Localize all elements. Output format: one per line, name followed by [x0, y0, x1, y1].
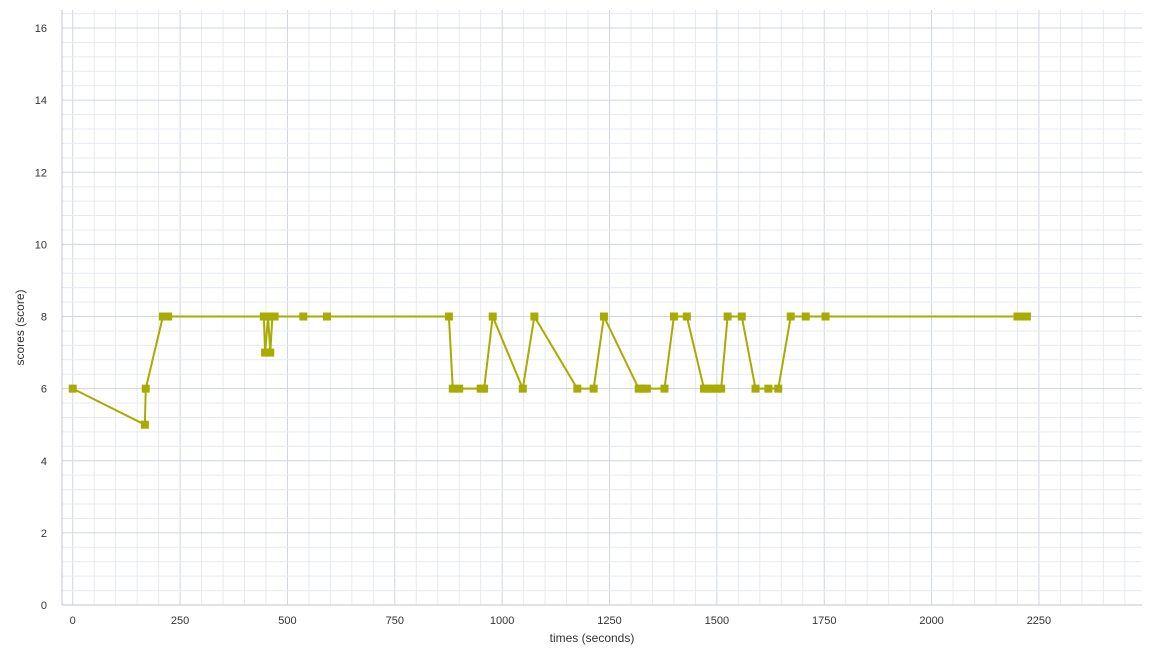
x-tick-label: 250 [171, 615, 189, 627]
tick-labels: 0 250 500 750 1000 1250 1500 1750 2000 2250 0 2 4 6 8 1… [35, 23, 1051, 627]
data-point[interactable] [764, 384, 773, 393]
data-point[interactable] [669, 312, 678, 321]
data-point[interactable] [299, 312, 308, 321]
data-point[interactable] [821, 312, 830, 321]
x-tick-label: 1000 [490, 615, 514, 627]
data-point[interactable] [573, 384, 582, 393]
x-tick-label: 1500 [705, 615, 729, 627]
data-point[interactable] [682, 312, 691, 321]
data-point[interactable] [786, 312, 795, 321]
data-point[interactable] [599, 312, 608, 321]
data-point[interactable] [751, 384, 760, 393]
y-tick-label: 4 [41, 456, 47, 468]
data-point[interactable] [801, 312, 810, 321]
data-point[interactable] [158, 312, 167, 321]
data-point[interactable] [444, 312, 453, 321]
series-line [72, 315, 1027, 426]
data-point[interactable] [1013, 312, 1022, 321]
data-point[interactable] [712, 384, 721, 393]
data-point[interactable] [717, 384, 726, 393]
data-point[interactable] [448, 384, 457, 393]
y-tick-label: 2 [41, 528, 47, 540]
data-point[interactable] [266, 348, 275, 357]
data-point[interactable] [774, 384, 783, 393]
axes [61, 10, 1142, 606]
data-point[interactable] [589, 384, 598, 393]
data-point[interactable] [270, 312, 279, 321]
data-point[interactable] [638, 384, 647, 393]
data-point[interactable] [261, 348, 270, 357]
data-point[interactable] [322, 312, 331, 321]
x-tick-label: 2000 [919, 615, 943, 627]
data-point[interactable] [723, 312, 732, 321]
y-tick-label: 16 [35, 23, 47, 35]
data-point[interactable] [708, 384, 717, 393]
x-tick-label: 2250 [1027, 615, 1051, 627]
x-tick-label: 1750 [812, 615, 836, 627]
data-point[interactable] [164, 312, 173, 321]
data-point[interactable] [480, 384, 489, 393]
data-point[interactable] [699, 384, 708, 393]
x-tick-label: 0 [70, 615, 76, 627]
data-point[interactable] [264, 312, 273, 321]
data-point[interactable] [530, 312, 539, 321]
y-tick-label: 8 [41, 312, 47, 324]
data-point[interactable] [737, 312, 746, 321]
x-tick-label: 1250 [597, 615, 621, 627]
series-layer [68, 312, 1031, 429]
data-point[interactable] [259, 312, 268, 321]
x-tick-label: 500 [278, 615, 296, 627]
data-point[interactable] [642, 384, 651, 393]
data-point[interactable] [68, 384, 77, 393]
data-point[interactable] [141, 384, 150, 393]
grid [62, 10, 1142, 606]
data-point[interactable] [140, 420, 149, 429]
data-point[interactable] [518, 384, 527, 393]
data-point[interactable] [488, 312, 497, 321]
data-point[interactable] [1017, 312, 1026, 321]
data-point[interactable] [455, 384, 464, 393]
data-point[interactable] [660, 384, 669, 393]
y-tick-label: 0 [41, 600, 47, 612]
y-tick-label: 14 [35, 95, 47, 107]
y-axis-title: scores (score) [13, 289, 27, 365]
x-tick-label: 750 [386, 615, 404, 627]
y-tick-label: 6 [41, 384, 47, 396]
data-point[interactable] [704, 384, 713, 393]
data-point[interactable] [1022, 312, 1031, 321]
x-axis-title: times (seconds) [550, 631, 635, 645]
y-tick-label: 10 [35, 239, 47, 251]
y-tick-label: 12 [35, 167, 47, 179]
